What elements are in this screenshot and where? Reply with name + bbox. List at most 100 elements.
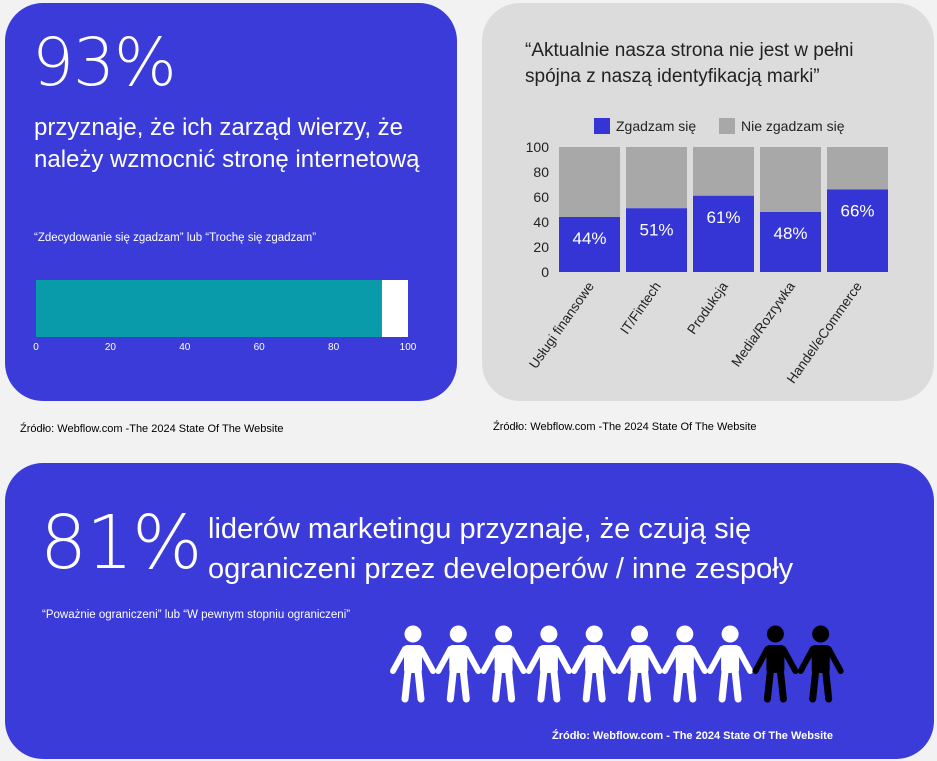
person-arm bbox=[480, 646, 499, 674]
data-label: 61% bbox=[706, 208, 740, 227]
person-arm bbox=[435, 646, 454, 674]
person-torso bbox=[539, 645, 558, 673]
person-head bbox=[721, 625, 739, 643]
person-leg bbox=[459, 667, 470, 703]
person-arm bbox=[390, 646, 408, 674]
person-icon bbox=[390, 625, 436, 703]
data-label: 48% bbox=[773, 224, 807, 243]
person-icon bbox=[616, 625, 663, 703]
person-leg bbox=[414, 667, 425, 703]
x-tick-label: 0 bbox=[33, 342, 39, 353]
legend-swatch bbox=[719, 118, 735, 134]
person-arm bbox=[661, 646, 680, 674]
source-text: Źródło: Webflow.com -The 2024 State Of T… bbox=[20, 423, 284, 435]
person-icon bbox=[661, 625, 708, 703]
bar-disagree bbox=[559, 147, 620, 217]
person-leg bbox=[673, 667, 684, 703]
person-torso bbox=[494, 645, 513, 673]
person-icon bbox=[797, 625, 844, 703]
y-tick-label: 80 bbox=[533, 164, 549, 180]
person-arm bbox=[525, 646, 544, 674]
person-leg bbox=[763, 667, 774, 703]
y-tick-label: 40 bbox=[533, 214, 549, 230]
person-arm bbox=[616, 646, 635, 674]
person-head bbox=[449, 625, 467, 643]
person-arm bbox=[797, 646, 816, 674]
x-tick-label: 60 bbox=[254, 342, 266, 353]
stacked-bar-chart: Zgadzam się Nie zgadzam się 0 20 40 60 80 100 44… bbox=[526, 118, 888, 386]
person-arm bbox=[571, 646, 590, 674]
person-torso bbox=[449, 645, 468, 673]
person-leg bbox=[505, 667, 516, 703]
stat-description: liderów marketingu przyznaje, że czują s… bbox=[208, 513, 794, 585]
person-leg bbox=[446, 667, 457, 703]
person-torso bbox=[766, 645, 785, 673]
person-icon bbox=[480, 625, 527, 703]
person-head bbox=[404, 625, 422, 643]
bar-agree bbox=[827, 189, 888, 272]
person-arm bbox=[599, 646, 618, 674]
person-leg bbox=[641, 667, 651, 703]
stat-description: przyznaje, że ich zarząd wierzy, że nale… bbox=[34, 114, 420, 173]
person-head bbox=[766, 625, 784, 643]
person-torso bbox=[721, 645, 740, 673]
person-arm bbox=[752, 646, 771, 674]
person-leg bbox=[731, 667, 742, 703]
person-leg bbox=[628, 667, 638, 703]
person-arm bbox=[825, 646, 844, 674]
y-tick-label: 60 bbox=[533, 189, 549, 205]
bar-disagree bbox=[760, 147, 821, 212]
person-arm bbox=[780, 646, 799, 674]
stat-card-marketing bbox=[5, 463, 934, 759]
person-torso bbox=[630, 645, 649, 673]
person-leg bbox=[550, 667, 561, 703]
person-icon bbox=[525, 625, 572, 703]
person-arm bbox=[418, 646, 436, 674]
x-tick-label: 20 bbox=[105, 342, 117, 353]
bar-disagree bbox=[693, 147, 754, 196]
person-head bbox=[495, 625, 513, 643]
person-leg bbox=[537, 667, 548, 703]
data-label: 44% bbox=[572, 229, 606, 248]
bar-agree bbox=[626, 208, 687, 272]
person-leg bbox=[401, 667, 412, 703]
legend-label: Zgadzam się bbox=[616, 118, 696, 134]
legend-swatch bbox=[594, 118, 610, 134]
person-leg bbox=[492, 667, 503, 703]
person-head bbox=[585, 625, 603, 643]
person-head bbox=[676, 625, 694, 643]
person-torso bbox=[675, 645, 694, 673]
person-leg bbox=[686, 667, 697, 703]
horizontal-bar-chart: 0 20 40 60 80 100 bbox=[33, 280, 417, 353]
person-torso bbox=[585, 645, 604, 673]
answer-note: “Zdecydowanie się zgadzam” lub “Trochę s… bbox=[34, 232, 317, 244]
person-icon bbox=[752, 625, 799, 703]
y-tick-label: 20 bbox=[533, 239, 549, 255]
person-arm bbox=[553, 646, 572, 674]
person-icon bbox=[571, 625, 618, 703]
person-torso bbox=[404, 645, 422, 673]
bar-agree bbox=[693, 195, 754, 272]
person-head bbox=[540, 625, 558, 643]
person-leg bbox=[822, 667, 833, 703]
bar-disagree bbox=[827, 147, 888, 190]
legend-label: Nie zgadzam się bbox=[741, 118, 845, 134]
person-arm bbox=[463, 646, 482, 674]
person-leg bbox=[809, 667, 820, 703]
person-arm bbox=[508, 646, 527, 674]
person-leg bbox=[595, 667, 606, 703]
answer-note: “Poważnie ograniczeni” lub “W pewnym sto… bbox=[42, 609, 351, 621]
person-head bbox=[631, 625, 648, 643]
person-arm bbox=[707, 646, 726, 674]
x-tick-label: 80 bbox=[328, 342, 340, 353]
bar-disagree bbox=[626, 147, 687, 209]
bar-agree bbox=[559, 217, 620, 272]
source-text: Źródło: Webflow.com -The 2024 State Of T… bbox=[493, 421, 757, 433]
person-arm bbox=[735, 646, 754, 674]
y-tick-label: 100 bbox=[526, 139, 550, 155]
stat-93-percent: 93% bbox=[32, 24, 177, 101]
x-tick-label: 40 bbox=[179, 342, 191, 353]
person-head bbox=[812, 625, 830, 643]
y-tick-label: 0 bbox=[541, 264, 549, 280]
